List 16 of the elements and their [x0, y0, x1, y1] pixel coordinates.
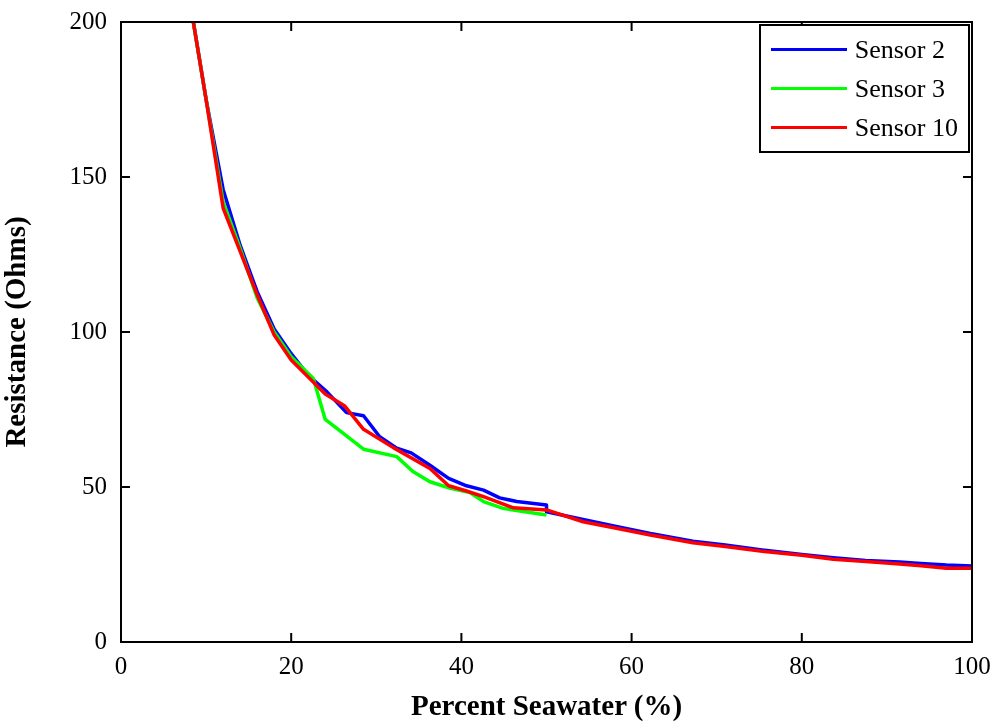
x-tick-label: 100	[953, 651, 991, 679]
y-tick-label: 150	[69, 161, 107, 189]
y-tick-label: 50	[82, 471, 107, 499]
x-axis-title: Percent Seawater (%)	[410, 689, 683, 723]
x-tick-label: 40	[448, 651, 474, 679]
x-tick-label: 0	[114, 651, 128, 679]
y-tick-label: 200	[69, 6, 107, 34]
y-tick-label: 100	[69, 316, 107, 344]
legend-label: Sensor 2	[854, 34, 945, 65]
x-tick-label: 60	[619, 651, 645, 679]
legend-label: Sensor 10	[854, 112, 958, 143]
x-tick-label: 20	[278, 651, 304, 679]
y-axis-title: Resistance (Ohms)	[0, 216, 32, 448]
legend-label: Sensor 3	[854, 73, 945, 104]
y-tick-label: 0	[94, 626, 107, 654]
x-tick-label: 80	[789, 651, 815, 679]
